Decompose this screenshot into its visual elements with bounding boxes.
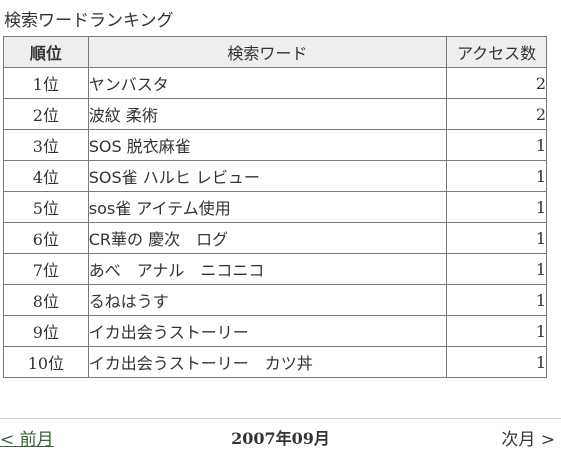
rank-cell: 8位: [3, 284, 89, 316]
search-word-cell: CR華の 慶次 ログ: [87, 222, 448, 254]
month-navigation: < 前月 2007年09月 次月 >: [0, 418, 561, 451]
table-row: 3位 SOS 脱衣麻雀 1: [3, 129, 547, 161]
access-count-cell: 2: [446, 67, 547, 99]
rank-cell: 9位: [3, 315, 89, 347]
next-month-link[interactable]: 次月 >: [501, 430, 555, 450]
prev-month-link[interactable]: < 前月: [0, 430, 54, 450]
rank-cell: 1位: [3, 67, 89, 99]
access-count-cell: 2: [446, 98, 547, 130]
table-header-row: 順位 検索ワード アクセス数: [3, 36, 547, 68]
access-count-cell: 1: [446, 222, 547, 254]
search-word-cell: るねはうす: [87, 284, 448, 316]
rank-cell: 10位: [3, 346, 89, 378]
search-word-cell: SOS雀 ハルヒ レビュー: [87, 160, 448, 192]
ranking-table: 順位 検索ワード アクセス数 1位 ヤンバスタ 2 2位 波紋 柔術 2 3位 …: [3, 36, 547, 378]
table-row: 8位 るねはうす 1: [3, 284, 547, 316]
header-rank: 順位: [3, 36, 89, 68]
rank-cell: 3位: [3, 129, 89, 161]
page-title: 検索ワードランキング: [4, 11, 174, 31]
rank-cell: 2位: [3, 98, 89, 130]
current-month: 2007年09月: [231, 429, 330, 448]
search-word-cell: イカ出会うストーリー: [87, 315, 448, 347]
header-search-word: 検索ワード: [87, 36, 448, 68]
search-word-cell: イカ出会うストーリー カツ丼: [87, 346, 448, 378]
table-row: 2位 波紋 柔術 2: [3, 98, 547, 130]
header-access-count: アクセス数: [446, 36, 547, 68]
rank-cell: 4位: [3, 160, 89, 192]
access-count-cell: 1: [446, 160, 547, 192]
table-row: 4位 SOS雀 ハルヒ レビュー 1: [3, 160, 547, 192]
access-count-cell: 1: [446, 129, 547, 161]
access-count-cell: 1: [446, 253, 547, 285]
table-row: 9位 イカ出会うストーリー 1: [3, 315, 547, 347]
search-word-cell: 波紋 柔術: [87, 98, 448, 130]
rank-cell: 6位: [3, 222, 89, 254]
table-row: 5位 sos雀 アイテム使用 1: [3, 191, 547, 223]
search-word-cell: sos雀 アイテム使用: [87, 191, 448, 223]
table-row: 10位 イカ出会うストーリー カツ丼 1: [3, 346, 547, 378]
search-word-cell: あべ アナル ニコニコ: [87, 253, 448, 285]
search-word-cell: SOS 脱衣麻雀: [87, 129, 448, 161]
search-word-cell: ヤンバスタ: [87, 67, 448, 99]
rank-cell: 5位: [3, 191, 89, 223]
table-row: 7位 あべ アナル ニコニコ 1: [3, 253, 547, 285]
table-row: 1位 ヤンバスタ 2: [3, 67, 547, 99]
access-count-cell: 1: [446, 346, 547, 378]
access-count-cell: 1: [446, 191, 547, 223]
access-count-cell: 1: [446, 284, 547, 316]
table-row: 6位 CR華の 慶次 ログ 1: [3, 222, 547, 254]
rank-cell: 7位: [3, 253, 89, 285]
access-count-cell: 1: [446, 315, 547, 347]
